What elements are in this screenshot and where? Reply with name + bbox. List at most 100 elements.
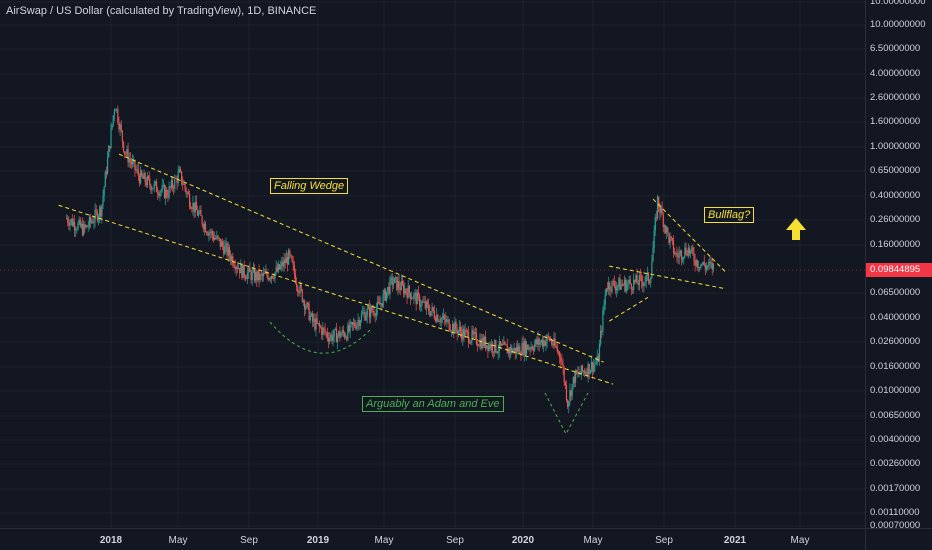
candle-body — [489, 344, 491, 349]
candle-body — [119, 124, 121, 130]
candle-body — [693, 252, 695, 261]
candle-body — [264, 272, 266, 274]
adam-eve-label[interactable]: Arguably an Adam and Eve — [362, 396, 504, 412]
candle-body — [165, 189, 167, 199]
candle-body — [582, 371, 585, 372]
candle-body — [611, 280, 613, 292]
candle-body — [414, 292, 416, 294]
candle-body — [677, 256, 679, 258]
candle-body — [379, 302, 381, 305]
candle-body — [608, 282, 610, 290]
candle-body — [215, 237, 217, 239]
candle-body — [602, 310, 604, 332]
candle-body — [144, 173, 146, 183]
candle-body — [447, 319, 449, 321]
candle-body — [360, 313, 363, 322]
candle-body — [535, 339, 537, 345]
candle-body — [147, 176, 150, 179]
candle-body — [469, 342, 471, 344]
candle-body — [290, 254, 292, 257]
time-tick-label: 2018 — [99, 535, 123, 546]
candle-body — [539, 342, 541, 345]
price-tick-label: 1.00000000 — [870, 141, 921, 152]
candle-body — [302, 300, 305, 302]
candle-body — [229, 255, 232, 261]
candle-body — [322, 327, 324, 335]
price-axis-divider — [865, 0, 866, 550]
candle-body — [569, 390, 571, 402]
candle-body — [594, 363, 596, 365]
candle-body — [421, 301, 423, 306]
candle-body — [545, 341, 547, 346]
candle-body — [129, 159, 131, 162]
candle-body — [679, 250, 681, 254]
candle-body — [72, 221, 75, 226]
candle-body — [250, 271, 252, 281]
time-tick-label: May — [790, 535, 810, 546]
candle-body — [202, 224, 204, 229]
candle-body — [688, 247, 691, 254]
candle-body — [76, 229, 78, 231]
candle-body — [614, 286, 617, 291]
candle-body — [111, 124, 113, 129]
candle-body — [75, 229, 77, 231]
candle-body — [409, 293, 412, 300]
candle-body — [686, 254, 688, 256]
candle-body — [120, 124, 122, 131]
candle-body — [342, 330, 344, 334]
candle-body — [383, 289, 385, 295]
candle-body — [71, 218, 73, 226]
candle-body — [347, 325, 349, 340]
candle-body — [637, 283, 639, 286]
candle-body — [463, 328, 465, 338]
candle-body — [307, 302, 309, 305]
candle-body — [483, 336, 486, 346]
price-tick-label: 0.00110000 — [870, 507, 920, 518]
candle-body — [327, 337, 330, 342]
bullflag-label[interactable]: Bullflag? — [704, 207, 755, 223]
price-tick-label: 0.01600000 — [870, 361, 921, 372]
candle-body — [145, 182, 147, 186]
candle-body — [233, 264, 235, 267]
candle-body — [194, 201, 196, 212]
candle-body — [586, 372, 588, 376]
candle-body — [479, 339, 481, 347]
price-tick-label: 0.40000000 — [870, 190, 921, 201]
candle-body — [209, 232, 211, 234]
candle-body — [626, 284, 628, 292]
candle-body — [552, 343, 554, 346]
trendline — [608, 297, 649, 322]
candle-body — [330, 334, 332, 339]
candle-body — [190, 206, 192, 209]
candle-body — [529, 348, 531, 350]
candle-body — [261, 274, 264, 277]
candle-body — [669, 236, 671, 243]
candle-body — [635, 275, 637, 282]
candle-body — [367, 306, 369, 310]
candle-body — [528, 348, 530, 350]
candle-body — [298, 292, 300, 294]
candle-body — [710, 262, 712, 264]
price-tick-label: 10.00000000 — [870, 0, 926, 7]
candle-body — [457, 330, 459, 334]
candle-body — [538, 338, 540, 345]
candle-body — [260, 274, 262, 275]
candle-body — [160, 190, 162, 192]
candle-body — [396, 277, 398, 290]
candle-body — [683, 256, 685, 259]
candle-body — [198, 212, 200, 216]
price-tick-label: 0.00400000 — [870, 434, 921, 445]
candle-body — [311, 313, 314, 322]
candle-body — [638, 275, 640, 286]
candle-body — [547, 335, 549, 338]
candle-body — [513, 348, 515, 351]
candle-body — [506, 345, 508, 354]
trendlines — [58, 153, 726, 385]
candle-body — [94, 209, 96, 222]
candle-body — [645, 275, 647, 282]
falling-wedge-label[interactable]: Falling Wedge — [270, 178, 349, 194]
candle-body — [232, 256, 234, 265]
candle-body — [67, 218, 69, 223]
candle-body — [561, 361, 563, 365]
